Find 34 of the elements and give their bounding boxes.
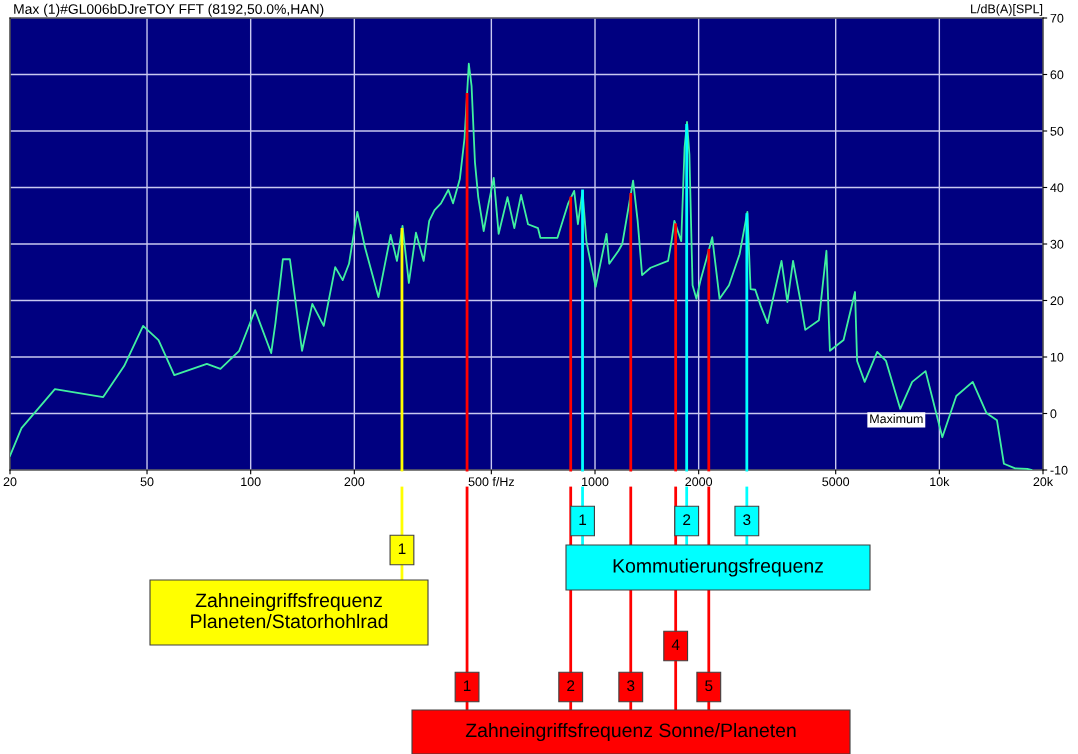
y-axis-title: L/dB(A)[SPL] [971,4,1043,16]
text: 2 [683,514,691,525]
text: Zahneingriffsfrequenz Planeten/Statorhohlrad [191,592,388,629]
x-tick-label: 10k [930,476,950,487]
x-tick-label: 20k [1033,476,1054,487]
text: 3 [627,680,635,692]
text: Zahneingriffsfrequenz Sonne/Planeten [465,722,796,742]
text: 2 [567,680,575,691]
x-tick-label: 50 [140,477,154,487]
y-tick-label: 50 [1050,126,1064,136]
y-tick-label: 60 [1050,70,1064,80]
x-tick-label: 500 f/Hz [468,476,515,487]
y-tick-label: 30 [1050,239,1064,249]
annotation: Maximum [870,414,923,424]
y-tick-label: 70 [1050,13,1064,23]
text: Kommutierungsfrequenz [613,558,823,577]
chart-title: Max (1)#GL006bDJreTOY FFT (8192,50.0%,HAN) [14,3,324,17]
text: 4 [671,639,680,650]
x-tick-label: 5000 [822,477,850,487]
x-tick-label: 100 [241,477,261,487]
y-tick-label: 10 [1050,352,1064,362]
text: 1 [463,680,471,691]
x-tick-label: 1000 [582,477,609,487]
x-tick-label: 20 [3,477,17,487]
y-tick-label: 40 [1050,183,1064,193]
text: 1 [579,514,587,525]
x-tick-label: 2000 [685,477,713,487]
y-tick-label: -10 [1050,465,1068,475]
text: 1 [398,543,406,554]
text: 5 [705,680,713,692]
y-tick-label: 0 [1050,409,1057,419]
y-tick-label: 20 [1050,296,1064,306]
x-tick-label: 200 [344,477,365,487]
text: 3 [743,514,751,526]
